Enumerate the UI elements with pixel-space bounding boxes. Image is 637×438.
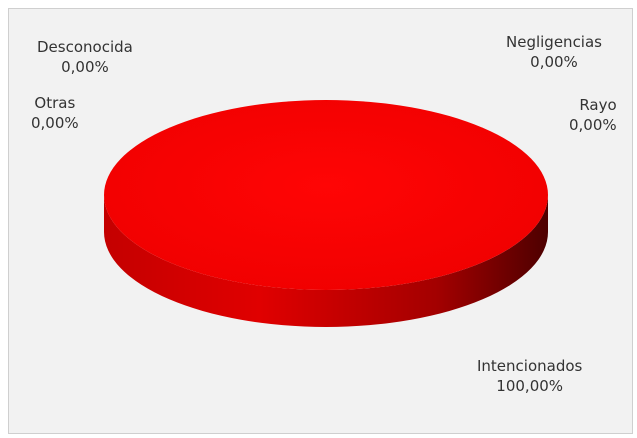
label-otras: Otras 0,00% <box>31 93 79 133</box>
pie-chart <box>104 100 548 327</box>
label-negligencias: Negligencias 0,00% <box>506 32 602 72</box>
slice-value-intencionados: 100,00% <box>496 377 564 395</box>
slice-value-desconocida: 0,00% <box>61 58 109 76</box>
slice-name-desconocida: Desconocida <box>37 38 133 56</box>
slice-name-rayo: Rayo <box>579 96 617 114</box>
label-desconocida: Desconocida 0,00% <box>37 37 133 77</box>
chart-area: Desconocida 0,00% Negligencias 0,00% Otr… <box>8 8 633 434</box>
slice-value-otras: 0,00% <box>31 114 79 132</box>
slice-name-negligencias: Negligencias <box>506 33 602 51</box>
slice-value-negligencias: 0,00% <box>530 53 578 71</box>
slice-name-otras: Otras <box>34 94 76 112</box>
slice-intencionados <box>104 100 548 290</box>
slice-side-intencionados <box>104 195 548 327</box>
label-intencionados: Intencionados 100,00% <box>477 356 582 396</box>
slice-name-intencionados: Intencionados <box>477 357 583 375</box>
label-rayo: Rayo 0,00% <box>569 95 617 135</box>
slice-value-rayo: 0,00% <box>569 116 617 134</box>
